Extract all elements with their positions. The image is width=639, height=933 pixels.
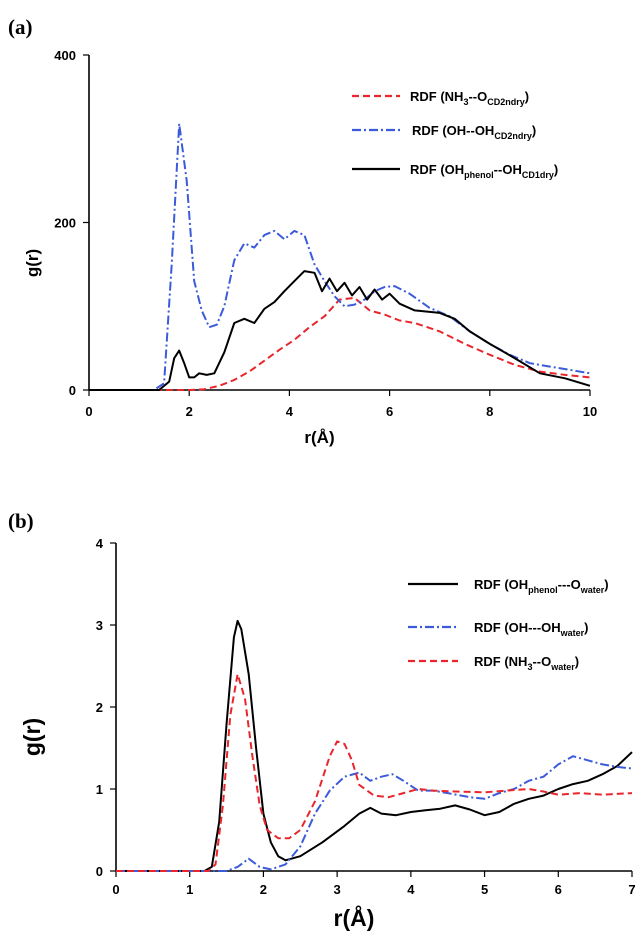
series-line <box>116 673 633 872</box>
legend-label: RDF (OHphenol---Owater) <box>474 577 609 595</box>
y-axis-title: g(r) <box>23 249 42 277</box>
x-tick-label: 1 <box>186 882 193 897</box>
y-axis-title: g(r) <box>19 718 45 756</box>
x-tick-label: 8 <box>486 404 493 419</box>
x-tick-label: 0 <box>85 404 92 419</box>
series-line <box>89 296 591 391</box>
x-tick-label: 0 <box>112 882 119 897</box>
y-tick-label: 2 <box>96 700 103 715</box>
x-axis-title: r(Å) <box>334 904 375 931</box>
y-tick-label: 1 <box>96 782 103 797</box>
x-tick-label: 3 <box>334 882 341 897</box>
x-tick-label: 4 <box>407 882 415 897</box>
panel-label: (b) <box>8 509 34 533</box>
y-tick-label: 4 <box>96 536 104 551</box>
legend-label: RDF (NH3--OCD2ndry) <box>410 89 529 107</box>
x-tick-label: 7 <box>628 882 635 897</box>
legend-label: RDF (OH---OHwater) <box>474 620 589 638</box>
series-line <box>89 270 591 391</box>
panel-label: (a) <box>8 15 33 39</box>
x-tick-label: 4 <box>286 404 294 419</box>
legend-label: RDF (NH3--Owater) <box>474 654 579 672</box>
panel-a: (a) 0 2 4 6 8 10 0 200 400 r(Å) g(r) RDF (NH3--OCD2n… <box>8 15 597 447</box>
series-line <box>116 619 633 872</box>
y-tick-label: 0 <box>96 864 103 879</box>
y-tick-label: 0 <box>69 383 76 398</box>
y-tick-label: 3 <box>96 618 103 633</box>
x-axis-title: r(Å) <box>304 428 334 447</box>
x-tick-label: 6 <box>386 404 393 419</box>
y-tick-label: 200 <box>54 216 76 231</box>
panel-b: (b) 0 1 2 3 4 5 6 7 0 1 2 3 4 r(Å) g(r) RDF (OHphenol---… <box>8 509 636 931</box>
legend-label: RDF (OHphenol--OHCD1dry) <box>410 162 558 180</box>
x-tick-label: 5 <box>481 882 488 897</box>
x-tick-label: 2 <box>186 404 193 419</box>
legend-label: RDF (OH--OHCD2ndry) <box>412 123 536 141</box>
x-tick-label: 10 <box>583 404 597 419</box>
y-tick-label: 400 <box>54 48 76 63</box>
series-line <box>116 755 633 872</box>
x-tick-label: 2 <box>260 882 267 897</box>
x-tick-label: 6 <box>555 882 562 897</box>
